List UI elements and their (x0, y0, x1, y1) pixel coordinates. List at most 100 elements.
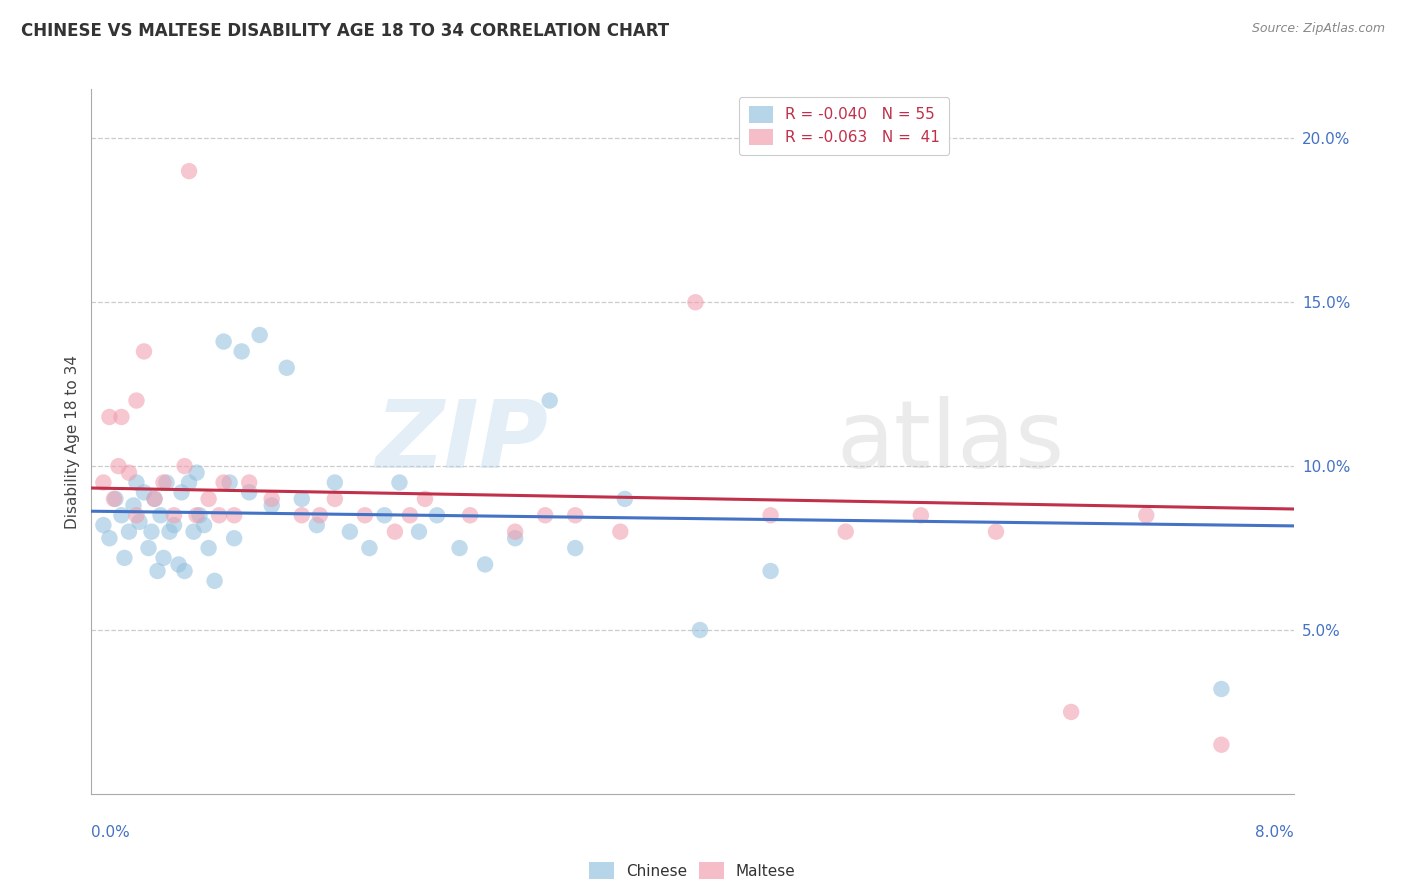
Point (835, 524, 858, 539)
Point (193, 518, 215, 533)
Point (388, 475, 411, 490)
Text: atlas: atlas (837, 395, 1064, 488)
Point (323, 475, 346, 490)
Point (197, 541, 219, 555)
Point (1060, 705, 1083, 719)
Point (564, 541, 586, 555)
Point (260, 499, 283, 513)
Text: Source: ZipAtlas.com: Source: ZipAtlas.com (1251, 22, 1385, 36)
Point (984, 524, 1007, 539)
Point (224, 531, 246, 545)
Point (146, 564, 169, 578)
Text: 8.0%: 8.0% (1254, 825, 1294, 840)
Point (93, 518, 115, 533)
Point (118, 524, 141, 539)
Point (149, 508, 172, 523)
Point (305, 518, 328, 533)
Point (503, 531, 526, 545)
Point (609, 524, 631, 539)
Point (155, 475, 177, 490)
Point (1211, 738, 1233, 752)
Point (98, 531, 121, 545)
Point (110, 409, 132, 424)
Point (276, 360, 298, 375)
Point (354, 508, 377, 523)
Point (104, 491, 127, 506)
Point (125, 508, 148, 523)
Point (159, 524, 181, 539)
Point (197, 491, 219, 506)
Point (308, 508, 330, 523)
Point (128, 515, 150, 529)
Point (399, 508, 422, 523)
Point (132, 344, 155, 359)
Point (103, 491, 125, 506)
Point (186, 508, 208, 523)
Point (143, 491, 166, 506)
Point (910, 508, 932, 523)
Point (177, 164, 200, 178)
Point (218, 475, 240, 490)
Point (132, 485, 155, 500)
Point (291, 491, 314, 506)
Point (170, 485, 193, 500)
Text: ZIP: ZIP (375, 395, 548, 488)
Point (759, 564, 782, 578)
Point (163, 518, 186, 533)
Point (426, 508, 449, 523)
Point (173, 459, 195, 474)
Point (125, 475, 148, 490)
Point (204, 574, 226, 588)
Y-axis label: Disability Age 18 to 34: Disability Age 18 to 34 (65, 354, 80, 529)
Point (689, 623, 711, 637)
Point (458, 508, 481, 523)
Point (503, 524, 526, 539)
Point (114, 550, 136, 565)
Point (685, 295, 707, 310)
Point (152, 550, 174, 565)
Point (260, 491, 283, 506)
Point (384, 524, 406, 539)
Point (564, 508, 586, 523)
Point (1135, 508, 1157, 523)
Point (538, 393, 561, 408)
Point (138, 541, 160, 555)
Point (93, 475, 115, 490)
Point (238, 485, 260, 500)
Point (291, 508, 314, 523)
Point (107, 459, 129, 474)
Point (238, 475, 260, 490)
Point (408, 524, 430, 539)
Point (163, 508, 186, 523)
Point (152, 475, 174, 490)
Legend: Chinese, Maltese: Chinese, Maltese (583, 856, 801, 885)
Point (231, 344, 253, 359)
Text: CHINESE VS MALTESE DISABILITY AGE 18 TO 34 CORRELATION CHART: CHINESE VS MALTESE DISABILITY AGE 18 TO … (21, 22, 669, 40)
Point (212, 475, 235, 490)
Point (141, 524, 163, 539)
Point (474, 558, 496, 572)
Point (359, 541, 381, 555)
Text: 0.0%: 0.0% (91, 825, 131, 840)
Point (186, 466, 208, 480)
Point (373, 508, 395, 523)
Point (125, 393, 148, 408)
Point (173, 564, 195, 578)
Point (759, 508, 782, 523)
Point (1211, 681, 1233, 696)
Point (183, 524, 205, 539)
Point (208, 508, 231, 523)
Point (323, 491, 346, 506)
Point (224, 508, 246, 523)
Point (413, 491, 436, 506)
Point (143, 491, 166, 506)
Point (177, 475, 200, 490)
Point (188, 508, 211, 523)
Point (449, 541, 471, 555)
Point (613, 491, 636, 506)
Point (339, 524, 361, 539)
Point (118, 466, 141, 480)
Point (122, 499, 145, 513)
Point (167, 558, 190, 572)
Point (534, 508, 557, 523)
